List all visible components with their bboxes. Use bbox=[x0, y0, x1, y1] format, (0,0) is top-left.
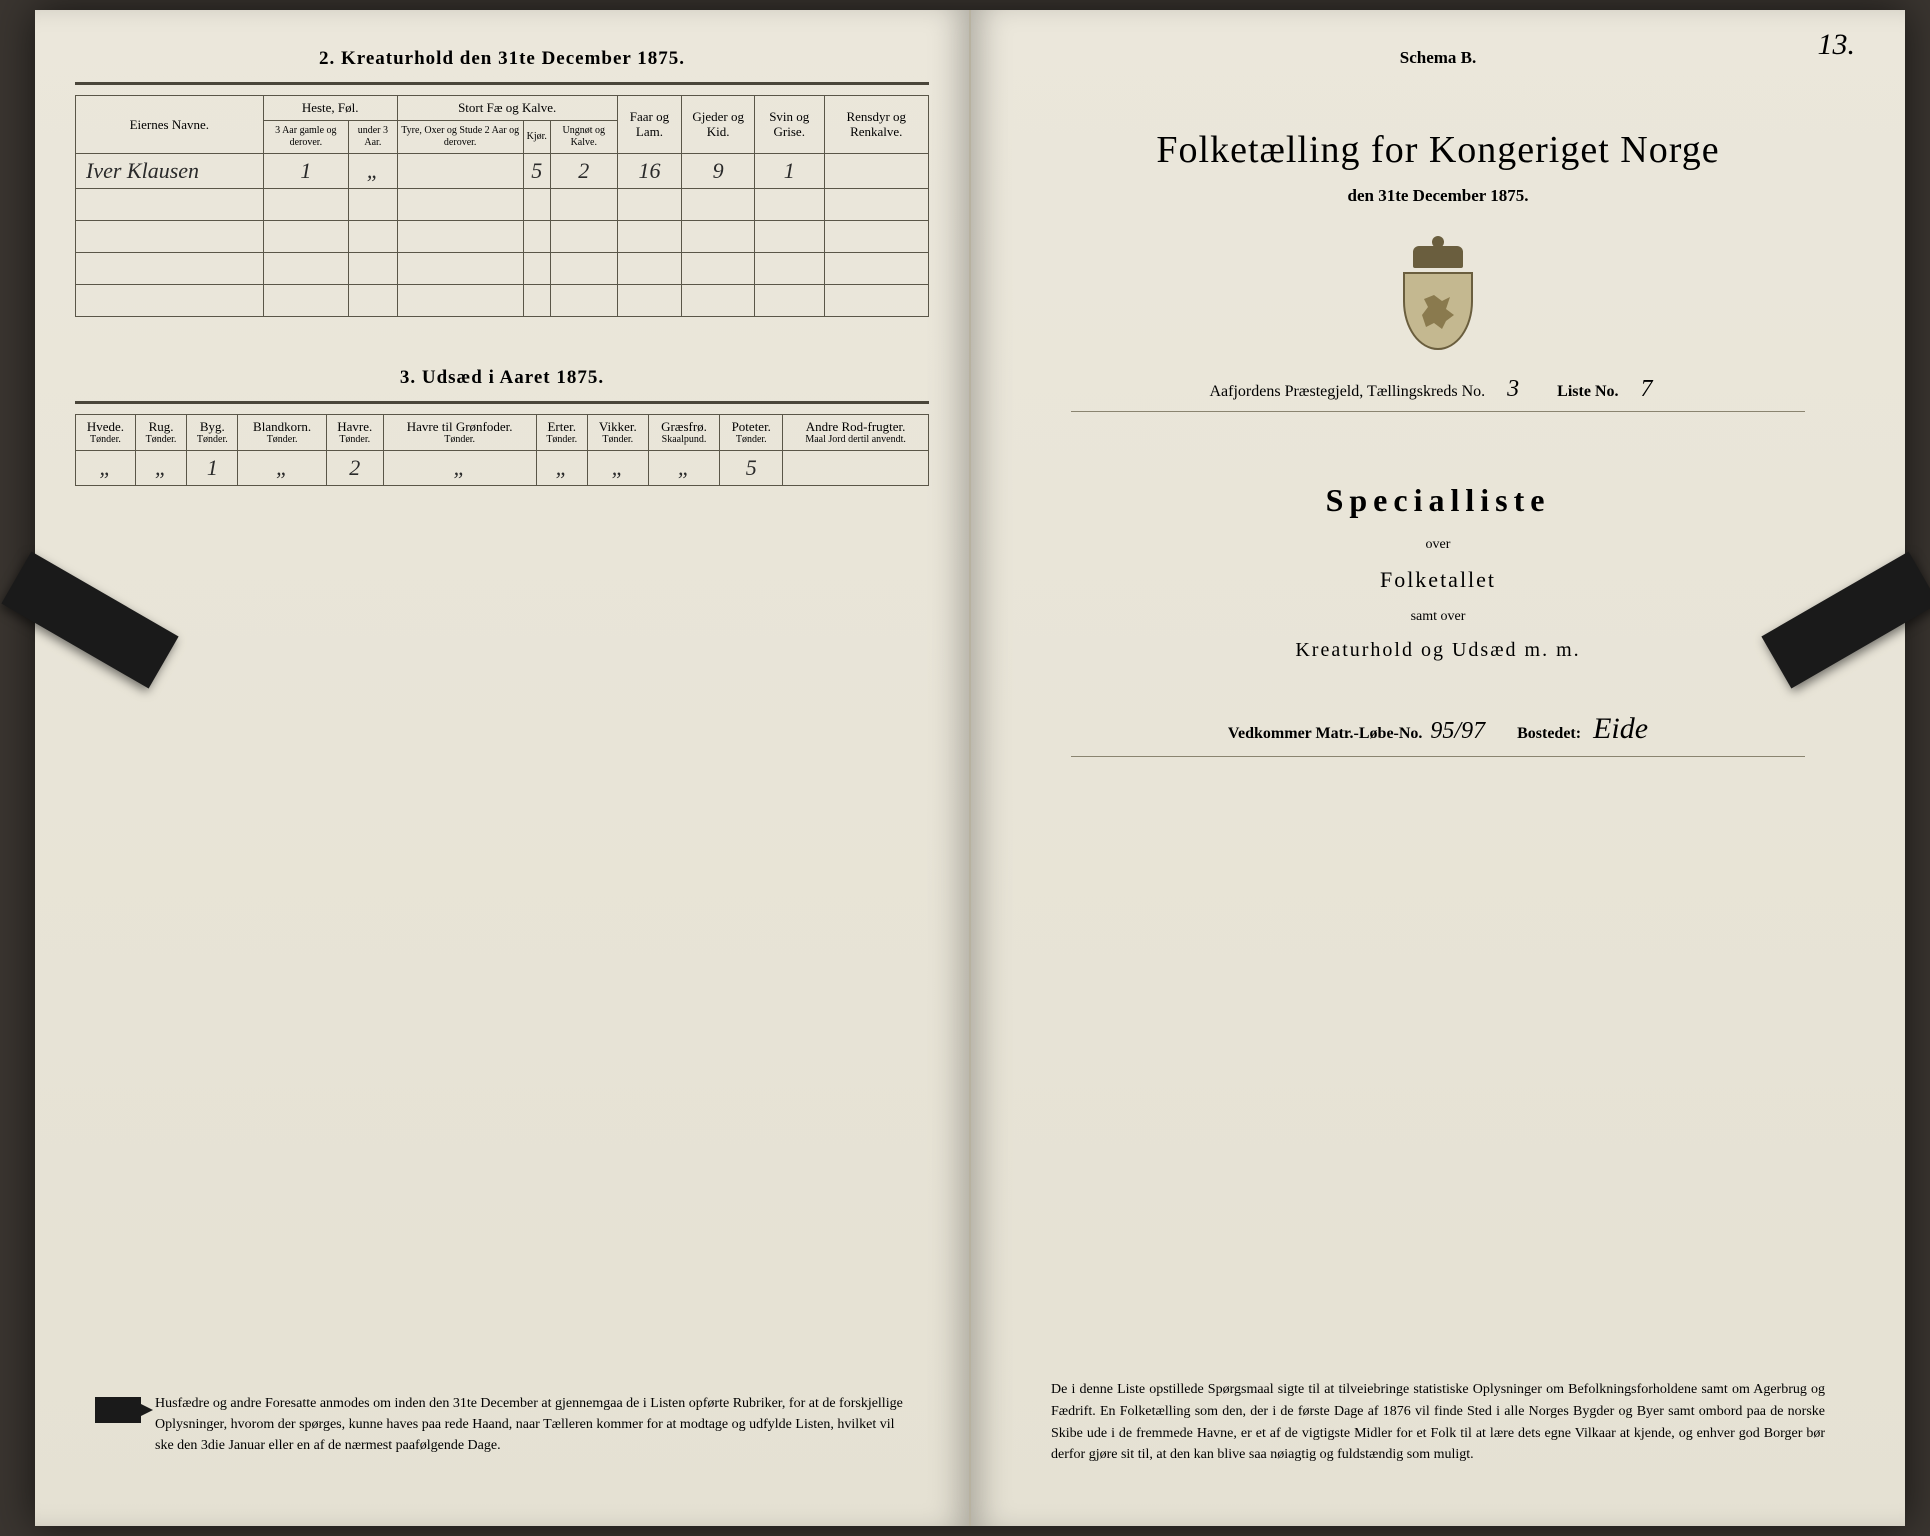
meta-line: Aafjordens Præstegjeld, Tællingskreds No… bbox=[1071, 376, 1805, 412]
cell: „ bbox=[536, 451, 587, 486]
page-number: 13. bbox=[1818, 28, 1856, 62]
col-header: Andre Rod-frugter.Maal Jord dertil anven… bbox=[783, 414, 929, 451]
footer-note: Husfædre og andre Foresatte anmodes om i… bbox=[95, 1393, 909, 1456]
rule bbox=[75, 82, 929, 85]
col-goats: Gjeder og Kid. bbox=[682, 96, 755, 154]
col-pigs: Svin og Grise. bbox=[755, 96, 825, 154]
praestegjeld-label: Aafjordens Præstegjeld, Tællingskreds No… bbox=[1209, 383, 1485, 400]
cell: „ bbox=[76, 451, 136, 486]
col-header: Havre til Grønfoder.Tønder. bbox=[383, 414, 536, 451]
kreaturhold-label: Kreaturhold og Udsæd m. m. bbox=[1011, 639, 1865, 662]
col-header: Græsfrø.Skaalpund. bbox=[648, 414, 720, 451]
col-header: Blandkorn.Tønder. bbox=[238, 414, 326, 451]
folketallet-label: Folketallet bbox=[1011, 567, 1865, 593]
liste-no: 7 bbox=[1627, 376, 1667, 403]
rule bbox=[75, 401, 929, 404]
cell: 2 bbox=[326, 451, 383, 486]
section-3-title: 3. Udsæd i Aaret 1875. bbox=[75, 367, 929, 389]
col-header: Rug.Tønder. bbox=[135, 414, 186, 451]
cell: „ bbox=[135, 451, 186, 486]
pointing-hand-icon bbox=[95, 1397, 141, 1423]
owner-name: Iver Klausen bbox=[76, 153, 264, 188]
cell bbox=[397, 153, 523, 188]
col-header: Hvede.Tønder. bbox=[76, 414, 136, 451]
specialliste-heading: Specialliste bbox=[1011, 482, 1865, 519]
col-header: Erter.Tønder. bbox=[536, 414, 587, 451]
col-cows: Kjør. bbox=[523, 120, 550, 153]
col-owner: Eiernes Navne. bbox=[76, 96, 264, 154]
cell: 5 bbox=[720, 451, 783, 486]
right-page: 13. Schema B. Folketælling for Kongerige… bbox=[971, 10, 1905, 1526]
col-header: Vikker.Tønder. bbox=[587, 414, 648, 451]
col-reindeer: Rensdyr og Renkalve. bbox=[824, 96, 928, 154]
vedkommer-line: Vedkommer Matr.-Løbe-No. 95/97 Bostedet:… bbox=[1071, 712, 1805, 757]
cell: 16 bbox=[617, 153, 682, 188]
coat-of-arms-icon bbox=[1398, 246, 1478, 346]
cell: 9 bbox=[682, 153, 755, 188]
over-label: over bbox=[1011, 537, 1865, 553]
cell: 1 bbox=[263, 153, 348, 188]
table-row bbox=[76, 252, 929, 284]
table-row: Iver Klausen 1 „ 5 2 16 9 1 bbox=[76, 153, 929, 188]
cell bbox=[783, 451, 929, 486]
col-calves: Ungnøt og Kalve. bbox=[550, 120, 617, 153]
cell: „ bbox=[349, 153, 398, 188]
table-row: „„1„2„„„„5 bbox=[76, 451, 929, 486]
matr-label: Vedkommer Matr.-Løbe-No. bbox=[1228, 725, 1423, 742]
cell: „ bbox=[587, 451, 648, 486]
col-cattle-group: Stort Fæ og Kalve. bbox=[397, 96, 617, 121]
matr-no: 95/97 bbox=[1430, 718, 1485, 745]
cell: „ bbox=[238, 451, 326, 486]
col-horses-a: 3 Aar gamle og derover. bbox=[263, 120, 348, 153]
left-page: 2. Kreaturhold den 31te December 1875. E… bbox=[35, 10, 971, 1526]
col-header: Byg.Tønder. bbox=[187, 414, 238, 451]
footer-note-text: Husfædre og andre Foresatte anmodes om i… bbox=[155, 1393, 909, 1456]
col-bulls: Tyre, Oxer og Stude 2 Aar og derover. bbox=[397, 120, 523, 153]
right-footer-text: De i denne Liste opstillede Spørgsmaal s… bbox=[1051, 1379, 1825, 1466]
seeding-table: Hvede.Tønder.Rug.Tønder.Byg.Tønder.Bland… bbox=[75, 414, 929, 487]
liste-label: Liste No. bbox=[1557, 383, 1618, 400]
cell: „ bbox=[648, 451, 720, 486]
cell bbox=[824, 153, 928, 188]
main-title: Folketælling for Kongeriget Norge bbox=[1011, 128, 1865, 172]
table-row bbox=[76, 188, 929, 220]
col-horses-b: under 3 Aar. bbox=[349, 120, 398, 153]
cell: 1 bbox=[187, 451, 238, 486]
cell: 1 bbox=[755, 153, 825, 188]
schema-label: Schema B. bbox=[1011, 48, 1865, 68]
col-horses-group: Heste, Føl. bbox=[263, 96, 397, 121]
cell: 2 bbox=[550, 153, 617, 188]
kreds-no: 3 bbox=[1493, 376, 1533, 403]
book-spread: 2. Kreaturhold den 31te December 1875. E… bbox=[35, 10, 1905, 1526]
col-header: Havre.Tønder. bbox=[326, 414, 383, 451]
bosted-value: Eide bbox=[1593, 712, 1648, 746]
bosted-label: Bostedet: bbox=[1517, 725, 1581, 742]
table-row bbox=[76, 220, 929, 252]
cell: 5 bbox=[523, 153, 550, 188]
section-2-title: 2. Kreaturhold den 31te December 1875. bbox=[75, 48, 929, 70]
date-line: den 31te December 1875. bbox=[1011, 186, 1865, 206]
livestock-table: Eiernes Navne. Heste, Føl. Stort Fæ og K… bbox=[75, 95, 929, 317]
table-row bbox=[76, 284, 929, 316]
col-sheep: Faar og Lam. bbox=[617, 96, 682, 154]
cell: „ bbox=[383, 451, 536, 486]
col-header: Poteter.Tønder. bbox=[720, 414, 783, 451]
samt-label: samt over bbox=[1011, 609, 1865, 625]
